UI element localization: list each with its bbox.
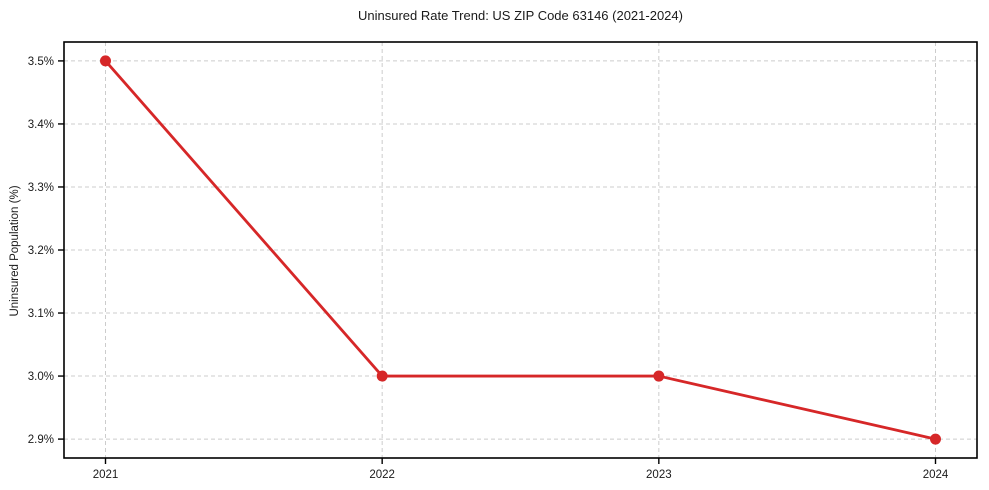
data-point-marker-2024	[930, 433, 941, 445]
y-tick-label: 3.5%	[28, 56, 54, 68]
data-point-marker-2022	[376, 370, 388, 382]
data-point-marker-2021	[100, 55, 111, 67]
y-tick-label: 3.0%	[28, 371, 54, 383]
x-tick-label: 2021	[93, 469, 119, 481]
chart-title: Uninsured Rate Trend: US ZIP Code 63146 …	[358, 8, 683, 23]
x-tick-label: 2024	[923, 469, 949, 481]
y-tick-label: 2.9%	[28, 434, 54, 446]
y-tick-label: 3.4%	[28, 119, 54, 131]
axis-ticks	[58, 60, 937, 464]
x-tick-label: 2022	[369, 469, 395, 481]
y-tick-label: 3.3%	[28, 182, 54, 194]
grid-lines	[64, 42, 977, 458]
axis-tick-labels: 2.9% 3.0% 3.1% 3.2% 3.3% 3.4% 3.5% 2021 2022 2023…	[28, 56, 949, 481]
x-tick-label: 2023	[646, 469, 672, 481]
y-tick-label: 3.1%	[28, 308, 54, 320]
data-line-series	[100, 55, 941, 445]
y-tick-label: 3.2%	[28, 245, 54, 257]
trend-line	[104, 59, 937, 441]
data-point-marker-2023	[653, 370, 665, 382]
